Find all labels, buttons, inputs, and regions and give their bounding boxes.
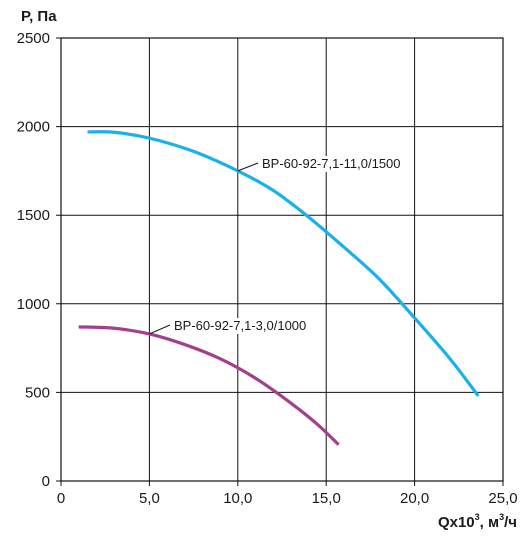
annotation-background <box>172 318 309 334</box>
annotations: ВР-60-92-7,1-11,0/1500 ВР-60-92-7,1-3,0/1… <box>149 156 403 335</box>
x-axis-title-mid: , м <box>480 514 499 531</box>
y-tick-label: 2500 <box>17 30 50 47</box>
y-tick-label: 500 <box>25 384 50 401</box>
x-tick-label: 10,0 <box>223 490 252 507</box>
y-tick-label: 2000 <box>17 119 50 136</box>
plot-frame <box>60 37 504 482</box>
series-line-0 <box>87 130 480 397</box>
x-tick-label: 25,0 <box>488 490 517 507</box>
y-tick-label: 1000 <box>17 296 50 313</box>
y-tick-label: 1500 <box>17 207 50 224</box>
series-line-1 <box>78 325 340 446</box>
annotation-leader <box>149 324 171 335</box>
y-tick-label: 0 <box>42 473 50 490</box>
x-axis-title: Qx103, м3/ч <box>438 512 517 531</box>
y-axis-title: P, Па <box>21 8 57 25</box>
x-axis-title-suffix: /ч <box>504 514 517 531</box>
tick-labels: 0 5,0 10,0 15,0 20,0 25,0 0 500 1000 1500 2000 2500 <box>17 30 518 507</box>
x-tick-label: 0 <box>57 490 65 507</box>
x-axis-title-sup2: 3 <box>499 512 504 522</box>
series-layer <box>78 130 480 446</box>
x-tick-label: 20,0 <box>400 490 429 507</box>
x-tick-label: 15,0 <box>312 490 341 507</box>
annotation-leader <box>237 162 259 172</box>
annotation-background <box>260 156 403 172</box>
grid <box>56 37 504 486</box>
series-label: ВР-60-92-7,1-3,0/1000 <box>174 318 306 333</box>
x-tick-label: 5,0 <box>139 490 160 507</box>
x-axis-title-sup: 3 <box>475 512 480 522</box>
series-label: ВР-60-92-7,1-11,0/1500 <box>262 156 401 171</box>
x-axis-title-prefix: Qx10 <box>438 514 475 531</box>
